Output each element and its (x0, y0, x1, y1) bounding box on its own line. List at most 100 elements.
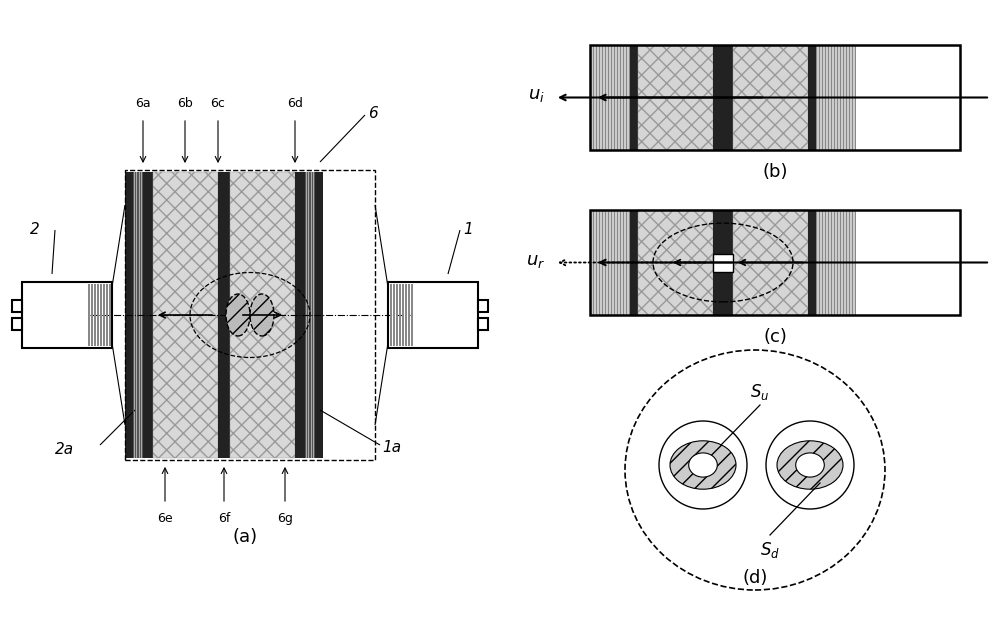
Bar (309, 172, 311, 458)
Bar (822, 210, 823, 315)
Text: 6b: 6b (177, 97, 193, 110)
Bar (599, 45, 600, 150)
Bar (816, 210, 817, 315)
Bar (611, 45, 612, 150)
Bar (478, 318, 488, 329)
Bar (630, 210, 638, 315)
Bar (617, 45, 618, 150)
Bar (605, 210, 606, 315)
Bar (125, 170, 375, 460)
Bar (602, 210, 603, 315)
Bar (626, 45, 627, 150)
Bar (822, 45, 823, 150)
Bar (849, 45, 850, 150)
Bar (596, 45, 597, 150)
Bar (846, 45, 847, 150)
Bar (837, 210, 838, 315)
Ellipse shape (250, 294, 274, 336)
Bar (837, 45, 838, 150)
Bar (103, 284, 105, 346)
Text: 1: 1 (463, 222, 473, 238)
Bar (602, 45, 603, 150)
Bar (825, 210, 826, 315)
Bar (849, 210, 850, 315)
Bar (590, 210, 630, 315)
Text: 6: 6 (368, 106, 378, 121)
Bar (623, 45, 624, 150)
Bar (713, 45, 733, 150)
Bar (137, 172, 139, 458)
Bar (125, 170, 375, 460)
Bar (388, 282, 478, 348)
Text: 1a: 1a (382, 441, 401, 456)
Text: 6g: 6g (277, 512, 293, 525)
Bar (314, 172, 315, 458)
Text: 6a: 6a (135, 97, 151, 110)
Bar (852, 45, 853, 150)
Bar (109, 284, 111, 346)
Bar (399, 284, 401, 346)
Bar (91, 284, 93, 346)
Bar (605, 45, 606, 150)
Text: 2a: 2a (55, 442, 74, 458)
Bar (315, 172, 323, 458)
Bar (590, 45, 960, 150)
Text: 6f: 6f (218, 512, 230, 525)
Bar (405, 284, 407, 346)
Bar (305, 172, 315, 458)
Bar (590, 210, 960, 315)
Bar (593, 210, 594, 315)
Bar (402, 284, 404, 346)
Bar (393, 284, 395, 346)
Bar (638, 210, 713, 315)
Bar (22, 282, 112, 348)
Bar (478, 301, 488, 312)
Bar (133, 172, 143, 458)
Bar (307, 172, 308, 458)
Bar (629, 210, 630, 315)
Bar (825, 45, 826, 150)
Text: 6c: 6c (211, 97, 225, 110)
Bar (295, 172, 305, 458)
Bar (713, 210, 733, 315)
Ellipse shape (796, 453, 824, 477)
Bar (843, 210, 844, 315)
Bar (840, 210, 841, 315)
Bar (305, 172, 306, 458)
Bar (733, 45, 808, 150)
Bar (816, 210, 856, 315)
Bar (629, 45, 630, 150)
Bar (312, 172, 313, 458)
Bar (733, 210, 808, 315)
Bar (142, 172, 143, 458)
Ellipse shape (226, 294, 250, 336)
Bar (819, 45, 820, 150)
Bar (140, 172, 141, 458)
Bar (106, 284, 108, 346)
Bar (590, 210, 960, 315)
Bar (816, 45, 856, 150)
Bar (590, 210, 591, 315)
Bar (614, 210, 615, 315)
Bar (638, 45, 713, 150)
Bar (834, 210, 835, 315)
Bar (97, 284, 99, 346)
Bar (593, 45, 594, 150)
Bar (596, 210, 597, 315)
Bar (230, 172, 295, 458)
Bar (125, 172, 133, 458)
Bar (608, 45, 609, 150)
Ellipse shape (689, 453, 717, 477)
Text: 6d: 6d (287, 97, 303, 110)
Bar (411, 284, 413, 346)
Bar (614, 45, 615, 150)
Bar (590, 45, 960, 150)
Bar (396, 284, 398, 346)
Ellipse shape (670, 441, 736, 489)
Bar (611, 210, 612, 315)
Text: (c): (c) (763, 328, 787, 346)
Text: (a): (a) (232, 528, 258, 546)
Bar (620, 45, 621, 150)
Bar (12, 301, 22, 312)
Text: $u_r$: $u_r$ (526, 251, 545, 269)
